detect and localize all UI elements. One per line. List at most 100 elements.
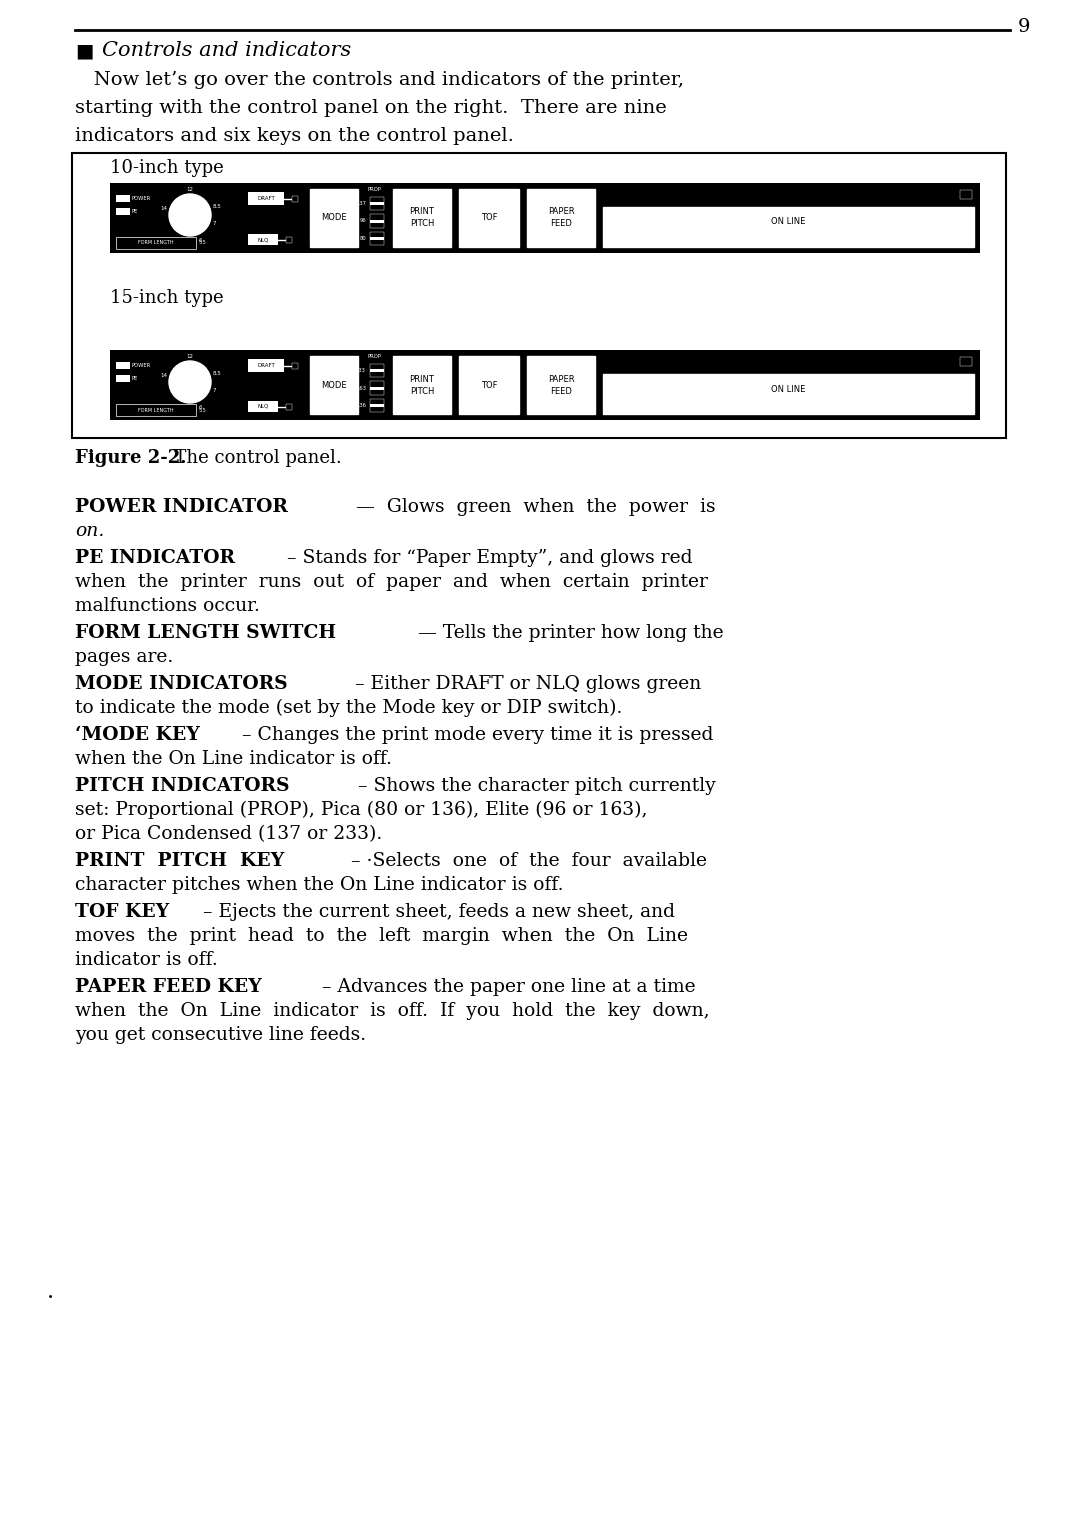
Bar xyxy=(116,196,130,202)
Text: ON LINE: ON LINE xyxy=(771,385,806,394)
Text: 163: 163 xyxy=(356,385,366,391)
Text: PITCH: PITCH xyxy=(409,220,434,229)
Bar xyxy=(248,193,284,205)
Text: —  Glows  green  when  the  power  is: — Glows green when the power is xyxy=(350,498,715,516)
Text: – Shows the character pitch currently: – Shows the character pitch currently xyxy=(352,778,716,795)
Bar xyxy=(370,370,384,373)
Text: 80: 80 xyxy=(360,235,366,241)
Bar xyxy=(292,196,298,202)
Text: FORM LENGTH SWITCH: FORM LENGTH SWITCH xyxy=(75,623,336,642)
Text: FORM LENGTH: FORM LENGTH xyxy=(138,408,174,413)
Text: ON LINE: ON LINE xyxy=(771,217,806,226)
Bar xyxy=(292,362,298,368)
Text: Now let’s go over the controls and indicators of the printer,: Now let’s go over the controls and indic… xyxy=(75,70,684,89)
Text: – Ejects the current sheet, feeds a new sheet, and: – Ejects the current sheet, feeds a new … xyxy=(197,903,675,921)
Bar xyxy=(370,202,384,205)
Text: indicator is off.: indicator is off. xyxy=(75,950,218,969)
Text: – ·Selects  one  of  the  four  available: – ·Selects one of the four available xyxy=(345,853,707,869)
Text: 5.5: 5.5 xyxy=(199,408,206,413)
Text: FEED: FEED xyxy=(550,387,572,396)
Bar xyxy=(370,237,384,240)
Text: character pitches when the On Line indicator is off.: character pitches when the On Line indic… xyxy=(75,876,564,894)
Text: — Tells the printer how long the: — Tells the printer how long the xyxy=(411,623,724,642)
Text: FORM LENGTH: FORM LENGTH xyxy=(138,240,174,246)
Text: DRAFT: DRAFT xyxy=(257,196,275,202)
Text: when  the  On  Line  indicator  is  off.  If  you  hold  the  key  down,: when the On Line indicator is off. If yo… xyxy=(75,1002,710,1021)
Bar xyxy=(459,356,519,414)
Bar xyxy=(110,350,980,420)
Bar xyxy=(527,356,595,414)
Text: ·: · xyxy=(46,1287,54,1309)
Text: 12: 12 xyxy=(187,354,193,359)
Text: Controls and indicators: Controls and indicators xyxy=(102,41,351,60)
Bar xyxy=(370,370,384,373)
Text: PROP: PROP xyxy=(368,354,382,359)
Text: DRAFT: DRAFT xyxy=(257,364,275,368)
Bar xyxy=(370,382,384,394)
Text: – Changes the print mode every time it is pressed: – Changes the print mode every time it i… xyxy=(237,726,714,744)
Text: PITCH: PITCH xyxy=(409,387,434,396)
Text: to indicate the mode (set by the Mode key or DIP switch).: to indicate the mode (set by the Mode ke… xyxy=(75,698,622,717)
Bar xyxy=(370,220,384,223)
Bar xyxy=(459,189,519,248)
Text: malfunctions occur.: malfunctions occur. xyxy=(75,597,260,614)
Bar xyxy=(370,403,384,406)
Bar xyxy=(370,232,384,244)
Bar xyxy=(393,189,451,248)
Bar xyxy=(370,237,384,240)
Text: or Pica Condensed (137 or 233).: or Pica Condensed (137 or 233). xyxy=(75,825,382,843)
Bar xyxy=(370,387,384,390)
Text: 8.5: 8.5 xyxy=(213,205,221,209)
Text: Figure 2-2.: Figure 2-2. xyxy=(75,449,187,468)
Text: 3.5: 3.5 xyxy=(175,405,184,410)
Text: NLQ: NLQ xyxy=(257,403,269,410)
Text: – Stands for “Paper Empty”, and glows red: – Stands for “Paper Empty”, and glows re… xyxy=(282,549,693,567)
Text: The control panel.: The control panel. xyxy=(163,449,341,468)
Bar xyxy=(370,197,384,211)
Bar xyxy=(116,208,130,215)
Text: indicators and six keys on the control panel.: indicators and six keys on the control p… xyxy=(75,127,514,145)
Text: you get consecutive line feeds.: you get consecutive line feeds. xyxy=(75,1025,366,1044)
Text: 6: 6 xyxy=(199,238,202,243)
Text: moves  the  print  head  to  the  left  margin  when  the  On  Line: moves the print head to the left margin … xyxy=(75,927,688,944)
Text: MODE: MODE xyxy=(321,214,347,223)
Bar xyxy=(603,374,974,414)
Text: PRINT: PRINT xyxy=(409,208,434,217)
Bar xyxy=(370,364,384,377)
Text: pages are.: pages are. xyxy=(75,648,173,666)
Text: 7: 7 xyxy=(213,222,216,226)
Text: TOF: TOF xyxy=(481,380,497,390)
Text: ‘MODE KEY: ‘MODE KEY xyxy=(75,726,200,744)
Text: 233: 233 xyxy=(356,368,366,373)
Text: on.: on. xyxy=(75,523,105,539)
Text: 14: 14 xyxy=(160,373,167,379)
Bar xyxy=(248,359,284,371)
Circle shape xyxy=(168,361,211,403)
Bar xyxy=(72,153,1005,439)
Bar xyxy=(116,403,195,416)
Text: PE: PE xyxy=(132,376,138,380)
Text: PAPER: PAPER xyxy=(548,374,575,384)
Bar xyxy=(960,358,972,367)
Text: PE INDICATOR: PE INDICATOR xyxy=(75,549,235,567)
Text: 6: 6 xyxy=(199,405,202,410)
Bar xyxy=(116,362,130,368)
Bar xyxy=(603,206,974,248)
Text: POWER INDICATOR: POWER INDICATOR xyxy=(75,498,288,516)
Bar xyxy=(370,214,384,228)
Text: 10-inch type: 10-inch type xyxy=(110,159,224,177)
Text: 14: 14 xyxy=(160,206,167,211)
Text: MODE: MODE xyxy=(321,380,347,390)
Text: 5.5: 5.5 xyxy=(199,240,206,246)
Text: PAPER: PAPER xyxy=(548,208,575,217)
Bar xyxy=(286,237,292,243)
Text: ■: ■ xyxy=(75,41,93,60)
Text: set: Proportional (PROP), Pica (80 or 136), Elite (96 or 163),: set: Proportional (PROP), Pica (80 or 13… xyxy=(75,801,648,819)
Text: PROP: PROP xyxy=(368,186,382,193)
Bar xyxy=(310,356,357,414)
Bar xyxy=(248,400,278,413)
Text: 9: 9 xyxy=(1017,18,1030,37)
Bar xyxy=(116,374,130,382)
Bar xyxy=(370,202,384,205)
Text: 3.5: 3.5 xyxy=(175,238,184,243)
